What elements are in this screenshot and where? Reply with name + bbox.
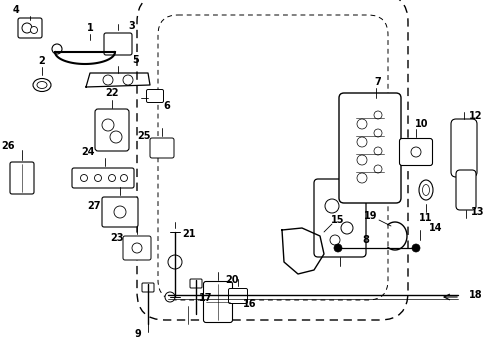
FancyBboxPatch shape [10,162,34,194]
FancyBboxPatch shape [203,282,232,323]
Circle shape [356,155,366,165]
Text: 5: 5 [132,55,139,65]
FancyBboxPatch shape [18,18,42,38]
Circle shape [411,244,419,252]
Circle shape [22,23,32,33]
Text: 12: 12 [468,111,482,121]
Circle shape [110,131,122,143]
Text: 4: 4 [13,5,20,15]
Text: 23: 23 [110,233,123,243]
Circle shape [164,292,175,302]
Text: 22: 22 [105,88,119,98]
Ellipse shape [418,180,432,200]
Ellipse shape [37,81,47,89]
Text: 18: 18 [468,290,482,300]
FancyBboxPatch shape [313,179,365,257]
Circle shape [410,147,420,157]
Text: 2: 2 [39,56,45,66]
FancyBboxPatch shape [399,139,431,166]
Text: 13: 13 [470,207,484,217]
Circle shape [373,147,381,155]
Text: 11: 11 [418,213,432,223]
Circle shape [356,173,366,183]
Circle shape [373,111,381,119]
FancyBboxPatch shape [150,138,174,158]
Circle shape [373,165,381,173]
Circle shape [103,75,113,85]
FancyBboxPatch shape [190,279,202,288]
Text: 9: 9 [134,329,141,339]
FancyBboxPatch shape [228,288,247,303]
Text: 10: 10 [414,119,428,129]
Text: 24: 24 [81,147,95,157]
FancyBboxPatch shape [450,119,476,177]
Circle shape [325,199,338,213]
Text: 17: 17 [199,293,212,303]
Text: 1: 1 [86,23,93,33]
Circle shape [168,255,182,269]
Circle shape [356,119,366,129]
Text: 26: 26 [1,141,15,151]
Text: 16: 16 [243,299,256,309]
Circle shape [340,222,352,234]
Circle shape [52,44,62,54]
Text: 27: 27 [87,201,101,211]
FancyBboxPatch shape [95,109,129,151]
Text: 20: 20 [225,275,238,285]
FancyBboxPatch shape [142,283,154,292]
Circle shape [30,27,38,33]
Text: 3: 3 [128,21,135,31]
Circle shape [102,119,114,131]
Circle shape [120,175,127,181]
FancyBboxPatch shape [455,170,475,210]
Circle shape [333,244,341,252]
FancyBboxPatch shape [146,90,163,103]
Circle shape [356,137,366,147]
FancyBboxPatch shape [338,93,400,203]
Text: 25: 25 [137,131,150,141]
Ellipse shape [422,184,428,195]
Text: 8: 8 [362,235,368,245]
Text: 19: 19 [364,211,377,221]
Ellipse shape [33,78,51,91]
FancyBboxPatch shape [123,236,151,260]
Circle shape [94,175,102,181]
Circle shape [329,235,339,245]
Circle shape [106,39,120,53]
FancyBboxPatch shape [102,197,138,227]
Text: 14: 14 [428,223,442,233]
Text: 21: 21 [182,229,195,239]
Text: 7: 7 [374,77,381,87]
Text: 15: 15 [330,215,344,225]
Circle shape [373,129,381,137]
Text: 6: 6 [163,101,170,111]
Circle shape [123,75,133,85]
Circle shape [114,206,126,218]
Circle shape [81,175,87,181]
FancyBboxPatch shape [72,168,134,188]
Circle shape [132,243,142,253]
Circle shape [108,175,115,181]
FancyBboxPatch shape [104,33,132,55]
